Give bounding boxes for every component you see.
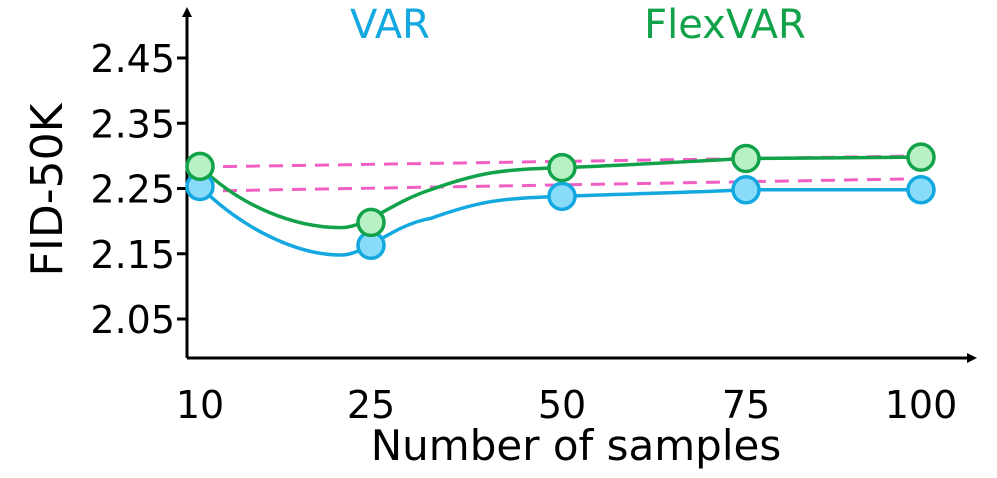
x-tick-label: 50 — [538, 383, 586, 427]
data-point-var — [547, 181, 577, 212]
data-point-flexvar — [906, 142, 936, 172]
series-line-flexvar — [198, 155, 922, 230]
legend-var: VAR — [350, 2, 430, 48]
x-tick-label: 10 — [176, 383, 224, 427]
legend-flexvar: FlexVAR — [644, 2, 806, 48]
series-line-var — [198, 185, 921, 257]
x-tick-label: 25 — [347, 383, 395, 427]
data-point-flexvar — [731, 143, 761, 174]
y-axis-label: FID-50K — [22, 102, 73, 276]
y-tick-label: 2.35 — [90, 102, 175, 146]
data-point-var — [906, 175, 936, 205]
y-tick-label: 2.45 — [90, 37, 175, 81]
data-point-flexvar — [356, 207, 386, 238]
y-tick-label: 2.25 — [90, 168, 175, 212]
x-tick-label: 100 — [885, 383, 958, 427]
data-point-flexvar — [185, 151, 215, 182]
reference-dashed-line — [199, 177, 922, 193]
data-point-var — [731, 175, 761, 205]
y-tick-label: 2.05 — [90, 298, 175, 342]
y-tick-label: 2.15 — [90, 233, 175, 277]
x-axis-label: Number of samples — [371, 421, 781, 470]
data-point-flexvar — [547, 152, 577, 183]
x-tick-label: 75 — [722, 383, 770, 427]
